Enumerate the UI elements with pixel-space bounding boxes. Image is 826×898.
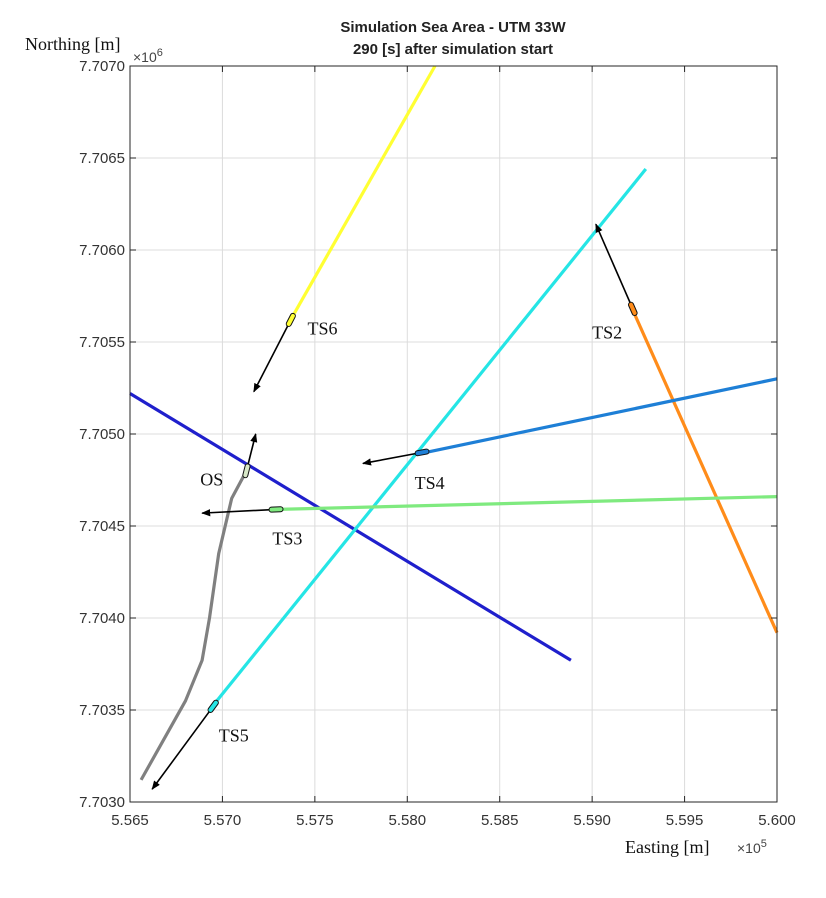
trajectory-line [425,377,778,454]
vessel-ts5: TS5 [151,699,249,790]
vessel-hull [628,301,638,317]
x-tick-label: 5.590 [573,812,611,829]
vessel-label: TS5 [219,725,249,745]
x-tick-label: 5.585 [481,812,519,829]
y-tick-label: 7.7035 [79,702,125,719]
vessel-ts3: TS3 [201,506,302,548]
series-layer [129,65,779,781]
x-tick-label: 5.570 [204,812,242,829]
chart-subtitle: 290 [s] after simulation start [353,41,553,58]
y-tick-label: 7.7040 [79,610,125,627]
y-tick-label: 7.7060 [79,242,125,259]
vessel-label: TS4 [415,473,445,493]
vessel-hull [242,463,251,479]
trajectory-line [277,495,778,511]
vessel-ts4: TS4 [362,448,445,493]
heading-arrow [595,223,634,310]
y-tick-label: 7.7070 [79,58,125,75]
trajectory-line [129,392,572,662]
heading-arrow [253,319,292,393]
y-axis-label: Northing [m] [25,34,120,54]
vessel-hull [414,448,430,457]
trajectory-line [215,167,648,702]
vessel-label: TS6 [307,319,337,339]
vessel-label: TS3 [272,528,302,548]
x-ticks: 5.565 5.570 5.575 5.580 5.585 5.590 5.595 5.600 [111,66,796,829]
x-tick-label: 5.565 [111,812,149,829]
x-multiplier: ×105 [737,838,767,856]
vessel-hull [268,506,284,513]
y-tick-label: 7.7030 [79,794,125,811]
y-multiplier: ×106 [133,47,163,65]
chart-title: Simulation Sea Area - UTM 33W [340,19,566,36]
heading-arrow [362,451,423,466]
y-tick-label: 7.7065 [79,150,125,167]
vessel-label: TS2 [592,322,622,342]
vessel-layer: OS TS2 TS3 TS4 TS5 TS6 [151,223,638,790]
vessel-ts6: TS6 [253,312,337,393]
heading-arrow [201,508,277,517]
y-tick-label: 7.7050 [79,426,125,443]
trajectory-line [291,65,437,317]
x-tick-label: 5.600 [758,812,796,829]
x-tick-label: 5.595 [666,812,704,829]
trajectory-line [139,470,248,781]
y-ticks: 7.7030 7.7035 7.7040 7.7045 7.7050 7.7055 7.70… [79,58,777,811]
vessel-os: OS [200,433,258,490]
x-tick-label: 5.580 [389,812,427,829]
vessel-ts2: TS2 [592,223,638,342]
trajectory-line [633,313,779,634]
x-axis-label: Easting [m] [625,837,709,857]
vessel-label: OS [200,470,223,490]
vessel-hull [285,312,296,327]
x-tick-label: 5.575 [296,812,334,829]
y-tick-label: 7.7045 [79,518,125,535]
heading-arrow [151,705,214,790]
y-tick-label: 7.7055 [79,334,125,351]
vessel-hull [207,699,219,713]
